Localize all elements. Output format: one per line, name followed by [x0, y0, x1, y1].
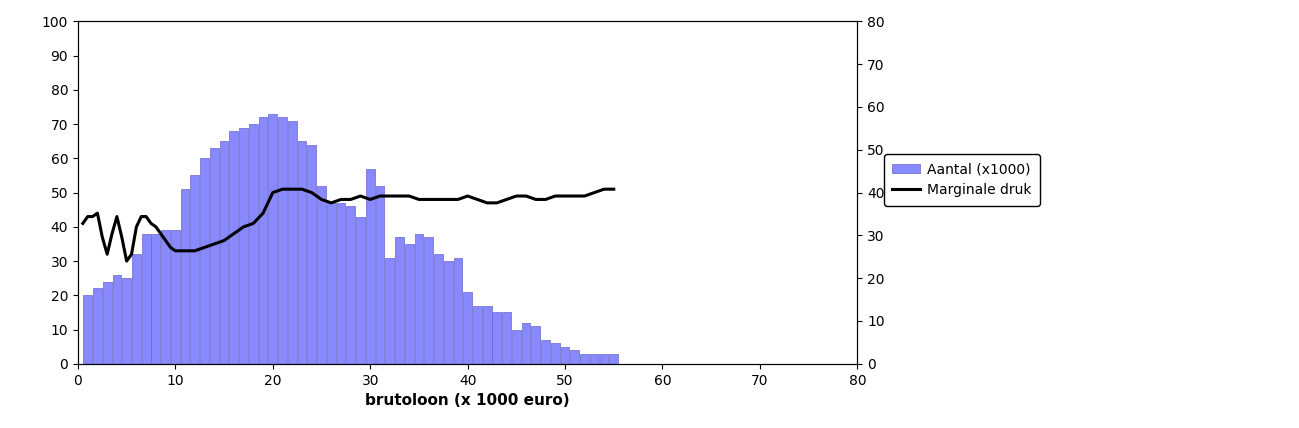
Bar	[453, 258, 462, 364]
Bar	[122, 278, 131, 364]
Bar	[220, 141, 229, 364]
Bar	[581, 354, 588, 364]
Bar	[473, 306, 482, 364]
Bar	[239, 128, 248, 364]
Bar	[375, 186, 385, 364]
Bar	[181, 189, 190, 364]
Bar	[464, 292, 472, 364]
Bar	[230, 131, 238, 364]
Bar	[600, 354, 608, 364]
Bar	[425, 237, 433, 364]
Bar	[512, 330, 521, 364]
Bar	[171, 230, 179, 364]
Bar	[434, 254, 443, 364]
Bar	[94, 288, 101, 364]
Bar	[542, 340, 549, 364]
Bar	[288, 121, 296, 364]
Bar	[483, 306, 491, 364]
Bar	[200, 158, 209, 364]
Bar	[259, 117, 268, 364]
Bar	[132, 254, 140, 364]
Bar	[191, 175, 199, 364]
Bar	[503, 312, 511, 364]
Bar	[249, 124, 257, 364]
Bar	[336, 203, 346, 364]
Legend: Aantal (x1000), Marginale druk: Aantal (x1000), Marginale druk	[883, 154, 1039, 205]
Bar	[414, 234, 423, 364]
Bar	[113, 275, 121, 364]
Bar	[152, 234, 160, 364]
Bar	[83, 295, 92, 364]
Bar	[366, 169, 374, 364]
Bar	[278, 117, 287, 364]
Bar	[551, 343, 560, 364]
Bar	[161, 230, 170, 364]
Bar	[561, 347, 569, 364]
Bar	[327, 203, 335, 364]
Bar	[297, 141, 307, 364]
Bar	[356, 217, 365, 364]
Bar	[444, 261, 452, 364]
Bar	[347, 206, 355, 364]
Bar	[103, 282, 112, 364]
Bar	[269, 114, 277, 364]
Bar	[590, 354, 599, 364]
Bar	[609, 354, 618, 364]
Bar	[405, 244, 413, 364]
Bar	[210, 148, 218, 364]
Bar	[570, 350, 579, 364]
Bar	[317, 186, 326, 364]
Bar	[395, 237, 404, 364]
X-axis label: brutoloon (x 1000 euro): brutoloon (x 1000 euro)	[365, 393, 570, 408]
Bar	[308, 145, 316, 364]
Bar	[531, 326, 540, 364]
Bar	[386, 258, 394, 364]
Bar	[142, 234, 151, 364]
Bar	[522, 323, 530, 364]
Bar	[492, 312, 501, 364]
